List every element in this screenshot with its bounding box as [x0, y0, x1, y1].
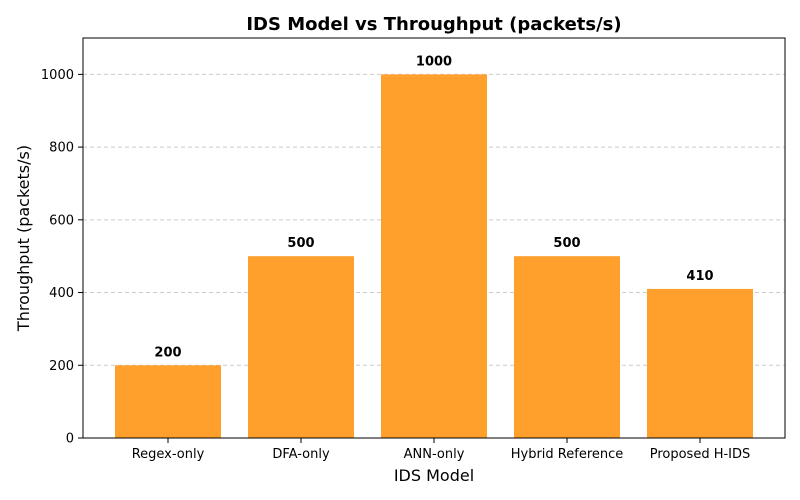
bar-value-label: 500: [287, 236, 314, 251]
bar-value-label: 1000: [416, 54, 452, 69]
y-tick-label: 400: [49, 286, 74, 301]
bar-value-label: 500: [553, 236, 580, 251]
x-tick-label: DFA-only: [272, 447, 330, 462]
y-axis-label: Throughput (packets/s): [14, 145, 33, 332]
chart-title: IDS Model vs Throughput (packets/s): [246, 14, 621, 35]
x-tick-label: Proposed H-IDS: [650, 447, 751, 462]
bar: [514, 256, 620, 438]
y-tick-label: 0: [66, 432, 74, 447]
x-axis-ticks: Regex-only DFA-only ANN-only Hybrid Referen…: [132, 438, 751, 462]
bar: [248, 256, 354, 438]
x-axis-label: IDS Model: [394, 466, 474, 485]
y-tick-label: 800: [49, 141, 74, 156]
y-tick-label: 600: [49, 213, 74, 228]
y-tick-label: 1000: [41, 68, 74, 83]
x-tick-label: Regex-only: [132, 447, 205, 462]
y-tick-label: 200: [49, 359, 74, 374]
y-axis-ticks: 0 200 400 600 800 1000: [41, 68, 83, 447]
bar-value-label: 410: [686, 269, 713, 284]
data-labels: 200 500 1000 500 410: [154, 54, 713, 360]
bar: [115, 365, 221, 438]
bar: [647, 288, 753, 438]
x-tick-label: ANN-only: [404, 447, 465, 462]
bar: [381, 74, 487, 438]
bar-value-label: 200: [154, 345, 181, 360]
bars: [115, 74, 753, 438]
x-tick-label: Hybrid Reference: [511, 447, 624, 462]
